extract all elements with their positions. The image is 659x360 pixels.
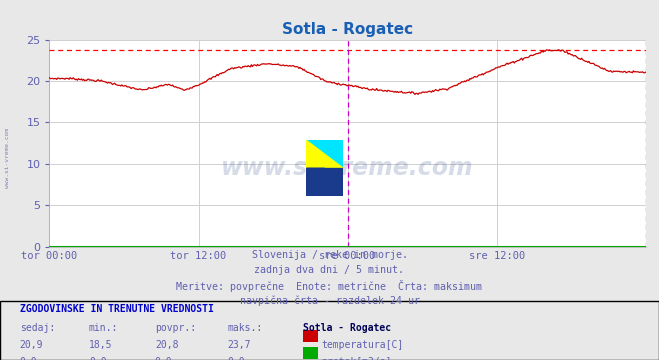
Text: temperatura[C]: temperatura[C] (322, 340, 404, 350)
Text: zadnja dva dni / 5 minut.: zadnja dva dni / 5 minut. (254, 265, 405, 275)
Text: Meritve: povprečne  Enote: metrične  Črta: maksimum: Meritve: povprečne Enote: metrične Črta:… (177, 280, 482, 292)
Text: www.si-vreme.com: www.si-vreme.com (5, 129, 11, 188)
Text: 0,0: 0,0 (20, 357, 38, 360)
Text: Slovenija / reke in morje.: Slovenija / reke in morje. (252, 250, 407, 260)
Polygon shape (306, 168, 325, 196)
Text: 18,5: 18,5 (89, 340, 113, 350)
Polygon shape (306, 140, 325, 168)
Polygon shape (325, 140, 343, 168)
Polygon shape (306, 140, 343, 168)
Polygon shape (325, 168, 343, 196)
Text: povpr.:: povpr.: (155, 323, 196, 333)
Text: 0,0: 0,0 (155, 357, 173, 360)
Text: min.:: min.: (89, 323, 119, 333)
Text: maks.:: maks.: (227, 323, 262, 333)
Text: pretok[m3/s]: pretok[m3/s] (322, 357, 392, 360)
Text: navpična črta - razdelek 24 ur: navpična črta - razdelek 24 ur (239, 296, 420, 306)
Polygon shape (306, 168, 343, 196)
Text: 23,7: 23,7 (227, 340, 251, 350)
Text: 20,8: 20,8 (155, 340, 179, 350)
Text: ZGODOVINSKE IN TRENUTNE VREDNOSTI: ZGODOVINSKE IN TRENUTNE VREDNOSTI (20, 304, 214, 314)
Title: Sotla - Rogatec: Sotla - Rogatec (282, 22, 413, 37)
Text: 0,0: 0,0 (227, 357, 245, 360)
Text: www.si-vreme.com: www.si-vreme.com (221, 156, 474, 180)
Text: Sotla - Rogatec: Sotla - Rogatec (303, 323, 391, 333)
Text: 20,9: 20,9 (20, 340, 43, 350)
Text: sedaj:: sedaj: (20, 323, 55, 333)
Polygon shape (306, 140, 343, 168)
Text: 0,0: 0,0 (89, 357, 107, 360)
